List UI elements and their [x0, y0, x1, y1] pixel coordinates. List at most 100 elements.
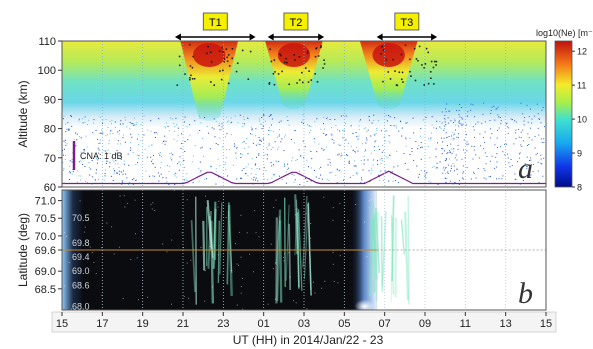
noise-pixel [255, 173, 257, 175]
noise-pixel [354, 160, 356, 162]
noise-pixel [371, 122, 373, 124]
noise-pixel [197, 132, 199, 134]
noise-pixel [273, 173, 275, 175]
noise-pixel [208, 132, 210, 134]
noise-pixel [189, 134, 191, 136]
noise-pixel [225, 168, 227, 170]
noise-pixel [316, 151, 318, 153]
star-pixel [289, 276, 291, 278]
noise-pixel [325, 146, 327, 148]
boundary-dot [298, 79, 301, 81]
aurora-streak [369, 217, 375, 296]
noise-pixel [113, 168, 115, 170]
noise-pixel [153, 175, 155, 177]
noise-pixel [298, 170, 300, 172]
noise-pixel [459, 122, 461, 124]
noise-pixel [359, 119, 361, 121]
noise-pixel [82, 158, 84, 160]
noise-pixel [110, 130, 112, 132]
noise-pixel [517, 161, 519, 163]
noise-pixel [339, 144, 341, 146]
boundary-dot [226, 60, 229, 63]
noise-pixel [219, 137, 221, 139]
noise-pixel [98, 152, 100, 154]
noise-pixel [445, 111, 447, 113]
noise-pixel [145, 170, 147, 172]
boundary-dot [382, 49, 385, 52]
noise-pixel [241, 169, 243, 171]
noise-pixel [333, 140, 335, 142]
star-pixel [204, 300, 206, 302]
colorbar: 8 9 10 11 12 log10(Ne) [m⁻³] [536, 28, 593, 193]
noise-pixel [338, 143, 340, 145]
noise-pixel [164, 135, 166, 137]
noise-pixel [78, 118, 80, 120]
star-pixel [225, 217, 227, 219]
boundary-dot [409, 70, 411, 73]
noise-pixel [450, 120, 452, 122]
noise-pixel [63, 169, 65, 171]
noise-pixel [180, 133, 182, 135]
boundary-dot [285, 57, 287, 60]
noise-pixel [498, 127, 500, 129]
noise-pixel [370, 172, 372, 174]
aurora-streak [190, 220, 196, 293]
noise-pixel [404, 162, 406, 164]
noise-pixel [95, 172, 97, 174]
noise-pixel [449, 180, 451, 182]
noise-pixel [194, 120, 196, 122]
noise-pixel [160, 167, 162, 169]
noise-pixel [508, 162, 510, 164]
noise-pixel [117, 163, 119, 165]
noise-pixel [179, 156, 181, 158]
noise-pixel [520, 137, 522, 139]
noise-pixel [174, 184, 176, 186]
noise-pixel [344, 122, 346, 124]
noise-pixel [420, 127, 422, 129]
noise-pixel [313, 170, 315, 172]
noise-pixel [278, 133, 280, 135]
noise-pixel [300, 155, 302, 157]
noise-pixel [411, 148, 413, 150]
noise-pixel [462, 172, 464, 174]
noise-pixel [405, 136, 407, 138]
noise-pixel [293, 181, 295, 183]
star-pixel [332, 207, 334, 209]
noise-pixel [84, 166, 86, 168]
noise-pixel [159, 154, 161, 156]
noise-pixel [228, 149, 230, 151]
noise-pixel [270, 114, 272, 116]
noise-pixel [486, 155, 488, 157]
noise-pixel [148, 145, 150, 147]
noise-pixel [379, 180, 381, 182]
noise-pixel [327, 116, 329, 118]
noise-pixel [505, 123, 507, 125]
noise-pixel [165, 127, 167, 129]
noise-pixel [367, 159, 369, 161]
noise-pixel [484, 141, 486, 143]
noise-pixel [425, 172, 427, 174]
noise-pixel [130, 133, 132, 135]
boundary-dot [415, 58, 418, 60]
noise-pixel [543, 138, 545, 140]
noise-pixel [489, 160, 491, 162]
aurora-streak [390, 215, 394, 295]
noise-pixel [92, 132, 94, 134]
noise-pixel [522, 179, 524, 181]
noise-pixel [442, 148, 444, 150]
noise-pixel [260, 140, 262, 142]
noise-pixel [350, 125, 352, 127]
noise-pixel [179, 164, 181, 166]
noise-pixel [466, 115, 468, 117]
noise-pixel [67, 122, 69, 124]
noise-pixel [174, 126, 176, 128]
x-tick-label: 15 [540, 318, 552, 330]
noise-pixel [143, 134, 145, 136]
star-pixel [314, 292, 316, 294]
star-pixel [181, 232, 183, 234]
star-pixel [288, 252, 290, 254]
noise-pixel [99, 116, 101, 118]
noise-pixel [352, 133, 354, 135]
noise-pixel [103, 179, 105, 181]
noise-pixel [430, 181, 432, 183]
